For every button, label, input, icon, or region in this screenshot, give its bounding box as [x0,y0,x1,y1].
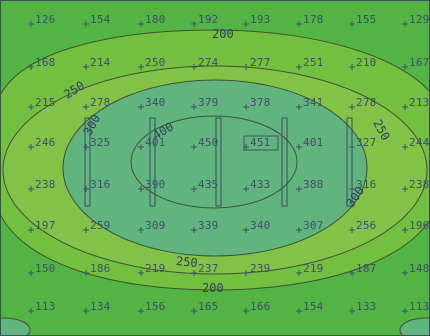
grid-value: 167 [409,56,429,69]
grid-value: 113 [409,300,429,313]
grid-value: 215 [35,96,55,109]
grid-value: 186 [90,262,110,275]
contour-label: 200 [212,27,234,41]
grid-value: 246 [35,136,55,149]
contour-line-300 [62,79,368,257]
grid-value: 244 [409,136,430,149]
contour-line-200 [0,29,430,291]
grid-value: 192 [198,13,218,26]
grid-value: 378 [250,96,270,109]
luminaire-rows [84,117,353,207]
grid-value: 166 [250,300,270,313]
grid-value: 435 [198,178,218,191]
grid-value: 219 [303,262,323,275]
grid-value: 180 [145,13,165,26]
grid-value: 309 [145,219,165,232]
grid-value: 154 [90,13,111,26]
grid-value: 126 [35,13,55,26]
luminaire-row [149,117,156,207]
grid-value: 129 [409,13,429,26]
grid-value: 219 [145,262,165,275]
grid-value: 238 [35,178,55,191]
grid-value: 150 [35,262,55,275]
contour-line-400 [130,115,298,209]
grid-value: 154 [303,300,324,313]
grid-value: 390 [145,178,165,191]
grid-value: 156 [145,300,165,313]
grid-value: 327 [356,136,376,149]
contour-line-250 [2,65,428,275]
grid-value: 278 [356,96,376,109]
grid-value: 210 [356,56,376,69]
grid-value: 193 [250,13,270,26]
max-value-highlight [243,135,279,151]
grid-value: 134 [90,300,111,313]
grid-value: 256 [356,219,376,232]
grid-value: 187 [356,262,376,275]
grid-value: 148 [409,262,429,275]
grid-value: 259 [90,219,110,232]
grid-value: 277 [250,56,270,69]
grid-value: 388 [303,178,323,191]
grid-value: 451 [250,136,270,149]
grid-value: 178 [303,13,323,26]
grid-value: 237 [198,262,218,275]
grid-value: 341 [303,96,323,109]
grid-value: 278 [90,96,110,109]
grid-value: 133 [356,300,376,313]
grid-point-markers [28,21,408,314]
grid-value: 340 [250,219,270,232]
grid-value: 196 [409,219,429,232]
grid-value: 401 [303,136,323,149]
grid-value: 339 [198,219,218,232]
grid-value: 238 [409,178,429,191]
grid-value: 113 [35,300,55,313]
grid-value: 379 [198,96,218,109]
grid-value: 165 [198,300,218,313]
contour-300-zone [63,80,367,256]
grid-value: 239 [250,262,270,275]
grid-value: 433 [250,178,270,191]
grid-value: 325 [90,136,110,149]
grid-value: 274 [198,56,219,69]
corner-blob-right [399,317,430,336]
grid-value: 307 [303,219,323,232]
corner-blob-left [0,317,31,336]
grid-value: 214 [90,56,111,69]
grid-value: 213 [409,96,429,109]
grid-value: 197 [35,219,55,232]
luminaire-row [281,117,288,207]
grid-value: 168 [35,56,55,69]
luminaire-row [346,117,353,207]
grid-value: 250 [145,56,165,69]
grid-value: 401 [145,136,165,149]
grid-value: 155 [356,13,376,26]
value-grid: 126 154 180 192 193 178 155 129 168 214 250 274 277… [35,13,430,313]
grid-value: 251 [303,56,323,69]
grid-value: 450 [198,136,218,149]
contour-lines [0,29,430,291]
grid-value: 316 [90,178,110,191]
luminaire-row [84,117,91,207]
contour-label: 200 [202,281,224,295]
grid-value: 340 [145,96,165,109]
grid-value: 316 [356,178,376,191]
luminaire-row [215,117,222,207]
contour-label: 250 [175,254,198,270]
